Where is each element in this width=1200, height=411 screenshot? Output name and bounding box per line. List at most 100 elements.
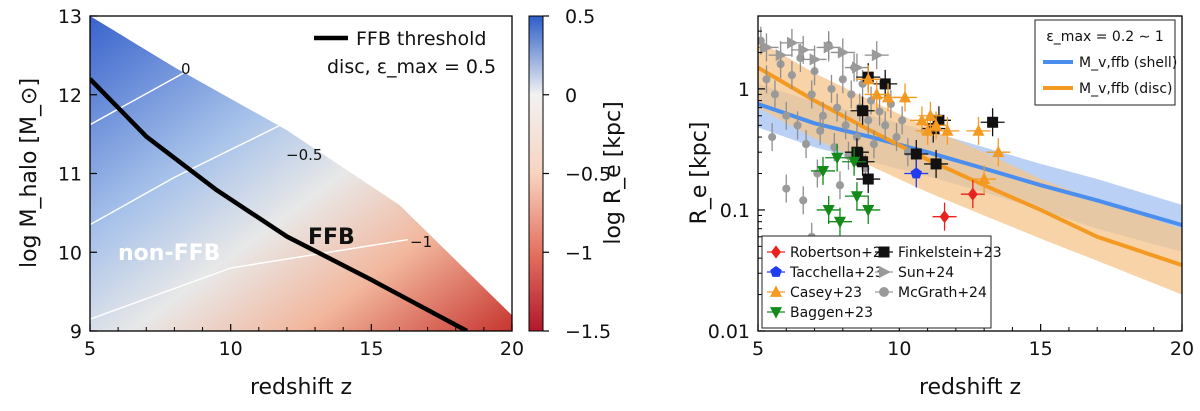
legend-line-label: FFB threshold <box>356 28 486 50</box>
data-point-baggen-23 <box>817 166 830 178</box>
data-point-finkelstein-23 <box>910 148 922 160</box>
data-point-robertson-23 <box>967 187 978 201</box>
legend-shell-label: M_v,ffb (shell) <box>1079 55 1177 71</box>
legend-marker-robertson-23 <box>771 245 781 259</box>
data-point-casey-23 <box>972 124 985 136</box>
right-y-tick-label: 1 <box>738 79 750 101</box>
legend-disc-label: M_v,ffb (disc) <box>1079 81 1173 97</box>
data-point-mcgrath-24 <box>796 53 805 63</box>
right-y-axis-label: R_e [kpc] <box>687 122 712 225</box>
non-ffb-label: non-FFB <box>118 241 220 266</box>
contour-line-0 <box>90 71 187 126</box>
observation-points <box>758 26 1011 251</box>
data-point-mcgrath-24 <box>802 140 811 149</box>
data-point-sun-24 <box>823 41 836 54</box>
data-point-sun-24 <box>798 43 810 56</box>
right-x-tick-label: 15 <box>1029 338 1053 360</box>
data-legend-box <box>761 235 992 329</box>
data-point-mcgrath-24 <box>830 143 839 152</box>
contour-label-0: 0 <box>181 60 191 78</box>
shell-line <box>758 102 1182 228</box>
legend-marker-mcgrath-24 <box>879 287 889 297</box>
data-point-mcgrath-24 <box>903 148 912 157</box>
contour-line-1 <box>90 124 282 226</box>
data-point-sun-24 <box>852 61 864 74</box>
colorbar-tick-label: −0.5 <box>565 164 611 186</box>
colorbar-tick-label: 0.5 <box>565 6 595 28</box>
data-point-baggen-23 <box>831 152 844 165</box>
legend-label-mcgrath-24: McGrath+24 <box>898 285 987 301</box>
data-point-mcgrath-24 <box>799 196 808 205</box>
right-ticks: 5 10 15 20 0.01 0.1 1 <box>708 15 1194 360</box>
data-point-mcgrath-24 <box>833 103 842 112</box>
left-y-tick-label: 9 <box>70 321 82 343</box>
data-point-mcgrath-24 <box>807 90 816 99</box>
left-y-tick-label: 10 <box>58 242 82 264</box>
legend-marker-finkelstein-23 <box>878 246 890 258</box>
legend-label-robertson-23: Robertson+23 <box>790 245 891 261</box>
left-y-tick-label: 13 <box>58 6 82 28</box>
contour-line-2 <box>90 238 409 320</box>
left-x-axis-label: redshift z <box>250 375 352 400</box>
data-point-mcgrath-24 <box>864 116 873 125</box>
left-x-tick-label: 15 <box>359 338 383 360</box>
data-point-mcgrath-24 <box>892 133 901 142</box>
data-point-baggen-23 <box>848 156 861 169</box>
data-point-baggen-23 <box>833 216 846 229</box>
contour-label-minus-0-5: −0.5 <box>286 146 322 164</box>
legend-label-casey-23: Casey+23 <box>790 285 862 301</box>
data-point-baggen-23 <box>822 205 835 217</box>
legend-marker-sun-24 <box>879 265 891 279</box>
ffb-label: FFB <box>308 225 355 250</box>
right-x-tick-label: 5 <box>752 338 764 360</box>
right-y-tick-label: 0.1 <box>720 200 750 222</box>
left-x-tick-label: 5 <box>84 338 96 360</box>
left-y-axis-label: log M_halo [M_⊙] <box>17 78 42 268</box>
data-point-mcgrath-24 <box>847 90 856 99</box>
data-point-casey-23 <box>870 87 883 100</box>
right-panel: 5 10 15 20 0.01 0.1 1 ε_max = 0.2 ∼ 1 M_v,ffb … <box>687 15 1194 400</box>
legend-label-baggen-23: Baggen+23 <box>790 305 873 321</box>
data-point-finkelstein-23 <box>879 78 891 90</box>
data-point-mcgrath-24 <box>838 75 847 84</box>
legend-label-tacchella-23: Tacchella+23 <box>789 265 884 281</box>
data-point-casey-23 <box>862 72 875 85</box>
left-y-tick-label: 11 <box>58 164 82 186</box>
data-point-casey-23 <box>978 172 991 184</box>
data-point-mcgrath-24 <box>762 75 771 84</box>
colorbar-tick-label: −1 <box>565 242 593 264</box>
legend-label-sun-24: Sun+24 <box>898 265 954 281</box>
legend-marker-tacchella-23 <box>770 265 782 277</box>
data-point-mcgrath-24 <box>841 121 850 130</box>
data-point-casey-23 <box>898 90 911 103</box>
right-x-axis-label: redshift z <box>919 375 1021 400</box>
left-ticks: 5 10 15 20 9 10 11 12 13 <box>58 6 524 360</box>
data-point-mcgrath-24 <box>782 184 791 193</box>
data-legend: Robertson+23 Tacchella+23 Casey+23 Baggen+2… <box>767 245 1002 321</box>
legend-marker-casey-23 <box>770 285 782 297</box>
ffb-threshold-line <box>90 77 469 331</box>
data-point-finkelstein-23 <box>987 116 999 128</box>
colorbar-tick-label: −1.5 <box>565 321 611 343</box>
data-point-mcgrath-24 <box>816 126 825 135</box>
contour-lines <box>90 71 409 320</box>
data-point-mcgrath-24 <box>835 181 845 190</box>
data-point-mcgrath-24 <box>898 116 907 125</box>
data-point-baggen-23 <box>850 191 863 203</box>
data-point-finkelstein-23 <box>851 146 863 158</box>
colorbar: 0.5 0 −0.5 −1 −1.5 log R_e [kpc] <box>528 6 626 343</box>
data-point-sun-24 <box>775 49 788 62</box>
data-point-mcgrath-24 <box>875 107 884 116</box>
data-point-mcgrath-24 <box>782 111 791 120</box>
data-point-tacchella-23 <box>910 167 922 179</box>
data-point-finkelstein-23 <box>930 158 942 170</box>
data-point-sun-24 <box>871 49 884 62</box>
data-point-sun-24 <box>787 36 799 49</box>
data-point-casey-23 <box>921 124 934 136</box>
data-point-finkelstein-23 <box>933 114 945 126</box>
data-point-casey-23 <box>915 113 928 126</box>
left-x-tick-label: 20 <box>500 338 524 360</box>
left-x-tick-label: 10 <box>219 338 243 360</box>
